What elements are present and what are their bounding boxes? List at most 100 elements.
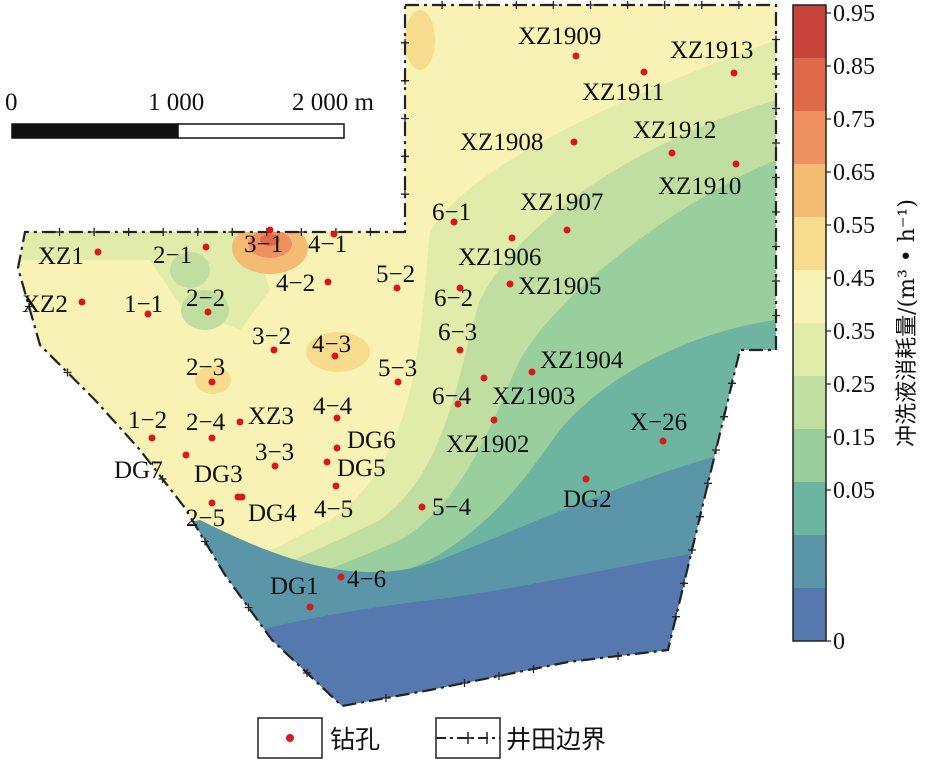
boundary-tick	[772, 70, 780, 78]
borehole-6-3: 6−3	[438, 319, 477, 354]
colorbar-band	[793, 5, 826, 59]
boundary-tick	[772, 139, 780, 147]
borehole-2-2: 2−2	[186, 285, 225, 316]
svg-text:XZ1913: XZ1913	[670, 37, 753, 64]
boundary-tick	[680, 579, 688, 588]
svg-text:XZ3: XZ3	[248, 403, 294, 430]
borehole-5-4: 5−4	[418, 494, 472, 521]
colorbar-tick-label: 0.05	[833, 478, 875, 504]
svg-text:XZ2: XZ2	[22, 291, 68, 318]
borehole-2-3: 2−3	[186, 354, 225, 386]
colorbar-band	[793, 58, 826, 112]
colorbar-band	[793, 164, 826, 218]
colorbar: 0.95 0.85 0.75 0.65 0.55 0.45 0.35 0.25 0.15 0.05…	[792, 1, 920, 655]
boundary-tick	[201, 537, 209, 546]
boundary-tick	[401, 38, 409, 47]
colorbar-tick-label: 0.85	[833, 54, 875, 80]
boundary-tick	[228, 228, 237, 236]
boundary-tick	[672, 612, 680, 621]
boundary-ticks	[25, 1, 780, 702]
svg-text:2−5: 2−5	[186, 505, 225, 532]
borehole-6-4: 6−4	[432, 383, 472, 410]
svg-text:XZ1904: XZ1904	[540, 347, 624, 374]
legend-borehole-label: 钻孔	[330, 725, 380, 754]
borehole-xz1911: XZ1911	[582, 68, 664, 106]
boundary-tick	[401, 152, 409, 161]
legend-borehole-symbol	[286, 734, 294, 742]
colorbar-tick-label: 0.15	[833, 425, 875, 451]
boundary-tick	[512, 1, 521, 9]
svg-text:DG1: DG1	[270, 573, 319, 600]
boundary-tick	[25, 302, 33, 311]
boundary-tick	[704, 479, 712, 488]
svg-text:2−3: 2−3	[186, 354, 225, 381]
borehole-4-1: 4−1	[308, 230, 347, 258]
borehole-2-1: 2−1	[153, 242, 210, 269]
svg-text:XZ1910: XZ1910	[658, 173, 741, 200]
colorbar-band	[793, 217, 826, 271]
boundary-tick	[772, 104, 780, 113]
boundary-tick	[366, 228, 375, 236]
colorbar-band	[793, 323, 826, 377]
boundary-tick	[55, 228, 64, 236]
boundary-tick	[728, 379, 736, 388]
svg-text:4−6: 4−6	[347, 566, 386, 593]
svg-text:DG2: DG2	[563, 486, 612, 513]
legend: 钻孔 井田边界	[257, 717, 606, 759]
svg-text:1−1: 1−1	[124, 291, 163, 318]
boundary-tick	[772, 311, 780, 320]
boundary-tick	[401, 114, 409, 123]
svg-text:3−2: 3−2	[252, 323, 291, 350]
svg-text:XZ1912: XZ1912	[633, 117, 716, 144]
borehole-1-1: 1−1	[124, 291, 163, 318]
boundary-tick	[772, 173, 780, 182]
borehole-1-2: 1−2	[128, 407, 167, 442]
boundary-tick	[586, 1, 595, 9]
borehole-3-2: 3−2	[252, 323, 291, 354]
borehole-dg7: DG7	[114, 451, 190, 484]
boundary-tick	[90, 228, 99, 236]
svg-text:XZ1: XZ1	[38, 243, 84, 270]
borehole-xz1906: XZ1906	[458, 234, 541, 271]
colorbar-band	[793, 270, 826, 324]
borehole-6-1: 6−1	[432, 199, 471, 226]
svg-text:4−2: 4−2	[276, 270, 315, 297]
boundary-tick	[63, 368, 72, 377]
boundary-tick	[438, 1, 447, 9]
colorbar-band	[793, 376, 826, 430]
field-boundary	[16, 3, 778, 708]
boundary-tick	[193, 228, 202, 236]
svg-text:XZ1906: XZ1906	[458, 244, 541, 271]
svg-text:6−4: 6−4	[432, 383, 472, 410]
svg-text:XZ1908: XZ1908	[460, 129, 543, 156]
borehole-xz1908: XZ1908	[460, 129, 578, 156]
borehole-xz1: XZ1	[38, 243, 102, 270]
svg-text:DG6: DG6	[347, 427, 396, 454]
svg-text:1−2: 1−2	[128, 407, 167, 434]
svg-text:4−3: 4−3	[312, 331, 351, 358]
colorbar-band	[793, 429, 826, 483]
boundary-tick	[696, 512, 704, 521]
borehole-3-1: 3−1	[244, 226, 283, 258]
boundary-tick	[158, 475, 167, 483]
boundary-tick	[401, 190, 409, 199]
boundary-tick	[244, 603, 253, 612]
colorbar-tick-label: 0.95	[833, 1, 875, 27]
colorbar-bands	[793, 5, 826, 642]
svg-text:XZ1907: XZ1907	[520, 189, 603, 216]
colorbar-tick-label: 0	[833, 629, 845, 655]
borehole-x-26: X−26	[630, 409, 687, 445]
svg-text:4−5: 4−5	[314, 496, 353, 523]
boundary-tick	[475, 1, 484, 9]
borehole-xz3: XZ3	[236, 403, 294, 430]
boundary-tick	[772, 208, 780, 216]
svg-text:5−2: 5−2	[376, 261, 415, 288]
borehole-xz1909: XZ1909	[518, 23, 601, 60]
boundary-tick	[712, 446, 720, 454]
svg-text:DG4: DG4	[248, 500, 297, 527]
scale-label-2000: 2 000 m	[292, 89, 375, 116]
svg-text:XZ1902: XZ1902	[446, 431, 529, 458]
borehole-6-2: 6−2	[434, 284, 473, 312]
borehole-4-4: 4−4	[313, 393, 353, 422]
